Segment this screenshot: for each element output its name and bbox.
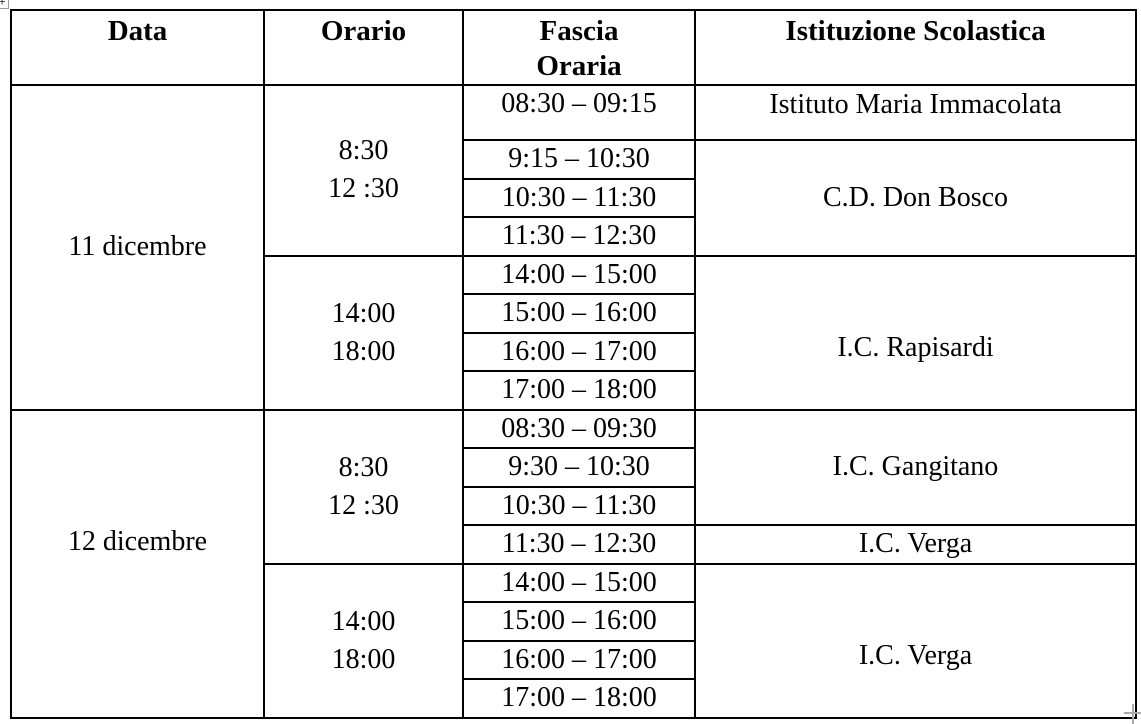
time-slot-cell: 17:00 – 18:00 [462,678,696,719]
time-slot-cell: 14:00 – 15:00 [462,562,696,603]
orario-start: 8:30 [338,135,389,167]
orario-start: 8:30 [338,451,389,483]
time-slot-cell: 08:30 – 09:30 [462,408,696,449]
table-row: 9:15 – 10:30 C.D. Don Bosco [11,139,1137,257]
table-row: 11:30 – 12:30 I.C. Verga [11,524,1137,565]
table-row: 17:00 – 18:00 [11,370,1136,411]
table-row: 11:30 – 12:30 [11,216,1136,257]
orario-end: 12 :30 [328,489,399,521]
table-row: 16:00 – 17:00 [11,331,1136,372]
col-header-data: Data [10,9,265,86]
table-row: 16:00 – 17:00 [11,639,1136,680]
table-row: 10:30 – 11:30 [11,177,1136,218]
time-slot-cell: 11:30 – 12:30 [462,216,696,257]
table-header-row: Data Orario Fascia Oraria Istituzione Sc… [10,9,1137,86]
time-slot-cell: 11:30 – 12:30 [462,524,696,565]
time-slot-cell: 15:00 – 16:00 [462,601,696,642]
orario-end: 18:00 [331,643,396,675]
orario-start: 14:00 [331,605,396,637]
time-slot-cell: 08:30 – 09:15 [462,84,696,141]
date-cell-11-dicembre: 11 dicembre [10,84,265,411]
table-row: 14:00 18:00 14:00 – 15:00 I.C. Verga [11,562,1137,719]
table-move-handle-icon[interactable]: + [0,0,9,9]
time-slot-cell: 9:30 – 10:30 [462,447,696,488]
institution-cell: I.C. Verga [694,524,1137,565]
col-header-istituzione: Istituzione Scolastica [694,9,1137,86]
table-row: 17:00 – 18:00 [11,678,1136,719]
orario-cell-afternoon: 14:00 18:00 [263,562,464,719]
orario-end: 12 :30 [328,173,399,205]
table-row: 9:30 – 10:30 [11,447,1136,488]
col-header-fascia-line1: Fascia [539,15,619,47]
date-cell-12-dicembre: 12 dicembre [10,408,265,719]
table-row: 11 dicembre 8:30 12 :30 08:30 – 09:15 Is… [10,84,1137,411]
schedule-table: Data Orario Fascia Oraria Istituzione Sc… [10,9,1137,719]
table-row: 15:00 – 16:00 [11,601,1136,642]
table-row: 14:00 18:00 14:00 – 15:00 I.C. Rapisardi [11,254,1137,411]
col-header-fascia-oraria: Fascia Oraria [462,9,696,86]
time-slot-cell: 9:15 – 10:30 [462,139,696,180]
table-row: 12 dicembre 8:30 12 :30 08:30 – 09:30 I.… [10,408,1137,719]
time-slot-cell: 10:30 – 11:30 [462,485,696,526]
orario-end: 18:00 [331,335,396,367]
time-slot-cell: 16:00 – 17:00 [462,331,696,372]
time-slot-cell: 14:00 – 15:00 [462,254,696,295]
table-row: 10:30 – 11:30 [11,485,1136,526]
institution-cell: C.D. Don Bosco [694,139,1137,257]
institution-cell: I.C. Gangitano [694,408,1137,526]
time-slot-cell: 17:00 – 18:00 [462,370,696,411]
time-slot-cell: 10:30 – 11:30 [462,177,696,218]
institution-cell: Istituto Maria Immacolata [694,84,1137,141]
orario-cell-morning: 8:30 12 :30 [263,84,464,257]
orario-cell-morning: 8:30 12 :30 [263,408,464,565]
col-header-orario: Orario [263,9,464,86]
institution-cell: I.C. Rapisardi [694,254,1137,411]
resize-handle-vertical-line [1132,704,1134,724]
orario-start: 14:00 [331,297,396,329]
table-resize-handle-icon[interactable] [1124,704,1141,724]
institution-cell: I.C. Verga [694,562,1137,719]
time-slot-cell: 15:00 – 16:00 [462,293,696,334]
orario-cell-afternoon: 14:00 18:00 [263,254,464,411]
table-row: 15:00 – 16:00 [11,293,1136,334]
col-header-fascia-line2: Oraria [536,50,622,82]
time-slot-cell: 16:00 – 17:00 [462,639,696,680]
